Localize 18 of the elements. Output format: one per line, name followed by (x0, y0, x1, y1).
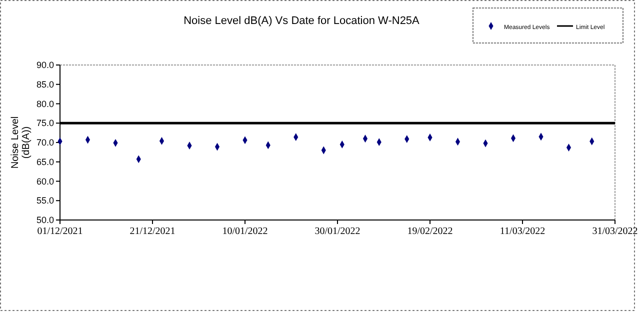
y-tick-label: 65.0 (36, 156, 54, 167)
y-tick-label: 80.0 (36, 98, 54, 109)
x-tick-label: 10/01/2022 (222, 226, 268, 237)
x-tick-label: 11/03/2022 (500, 226, 546, 237)
y-tick-label: 60.0 (36, 176, 54, 186)
y-tick-label: 70.0 (36, 138, 54, 148)
y-tick-label: 90.0 (36, 60, 54, 70)
x-tick-label: 01/12/2021 (37, 226, 83, 237)
x-tick-label: 31/03/2022 (592, 226, 638, 237)
y-tick-label: 85.0 (36, 79, 54, 90)
x-tick-label: 21/12/2021 (130, 226, 176, 237)
y-tick-label: 75.0 (36, 118, 54, 128)
y-axis-title: Noise Level (dB(A)) (10, 116, 32, 169)
x-tick-label: 30/01/2022 (314, 226, 360, 237)
x-tick-label: 19/02/2022 (407, 226, 453, 237)
y-tick-label: 55.0 (36, 196, 54, 206)
y-tick-label: 50.0 (36, 215, 54, 225)
chart-title: Noise Level dB(A) Vs Date for Location W-N25A (184, 15, 420, 27)
